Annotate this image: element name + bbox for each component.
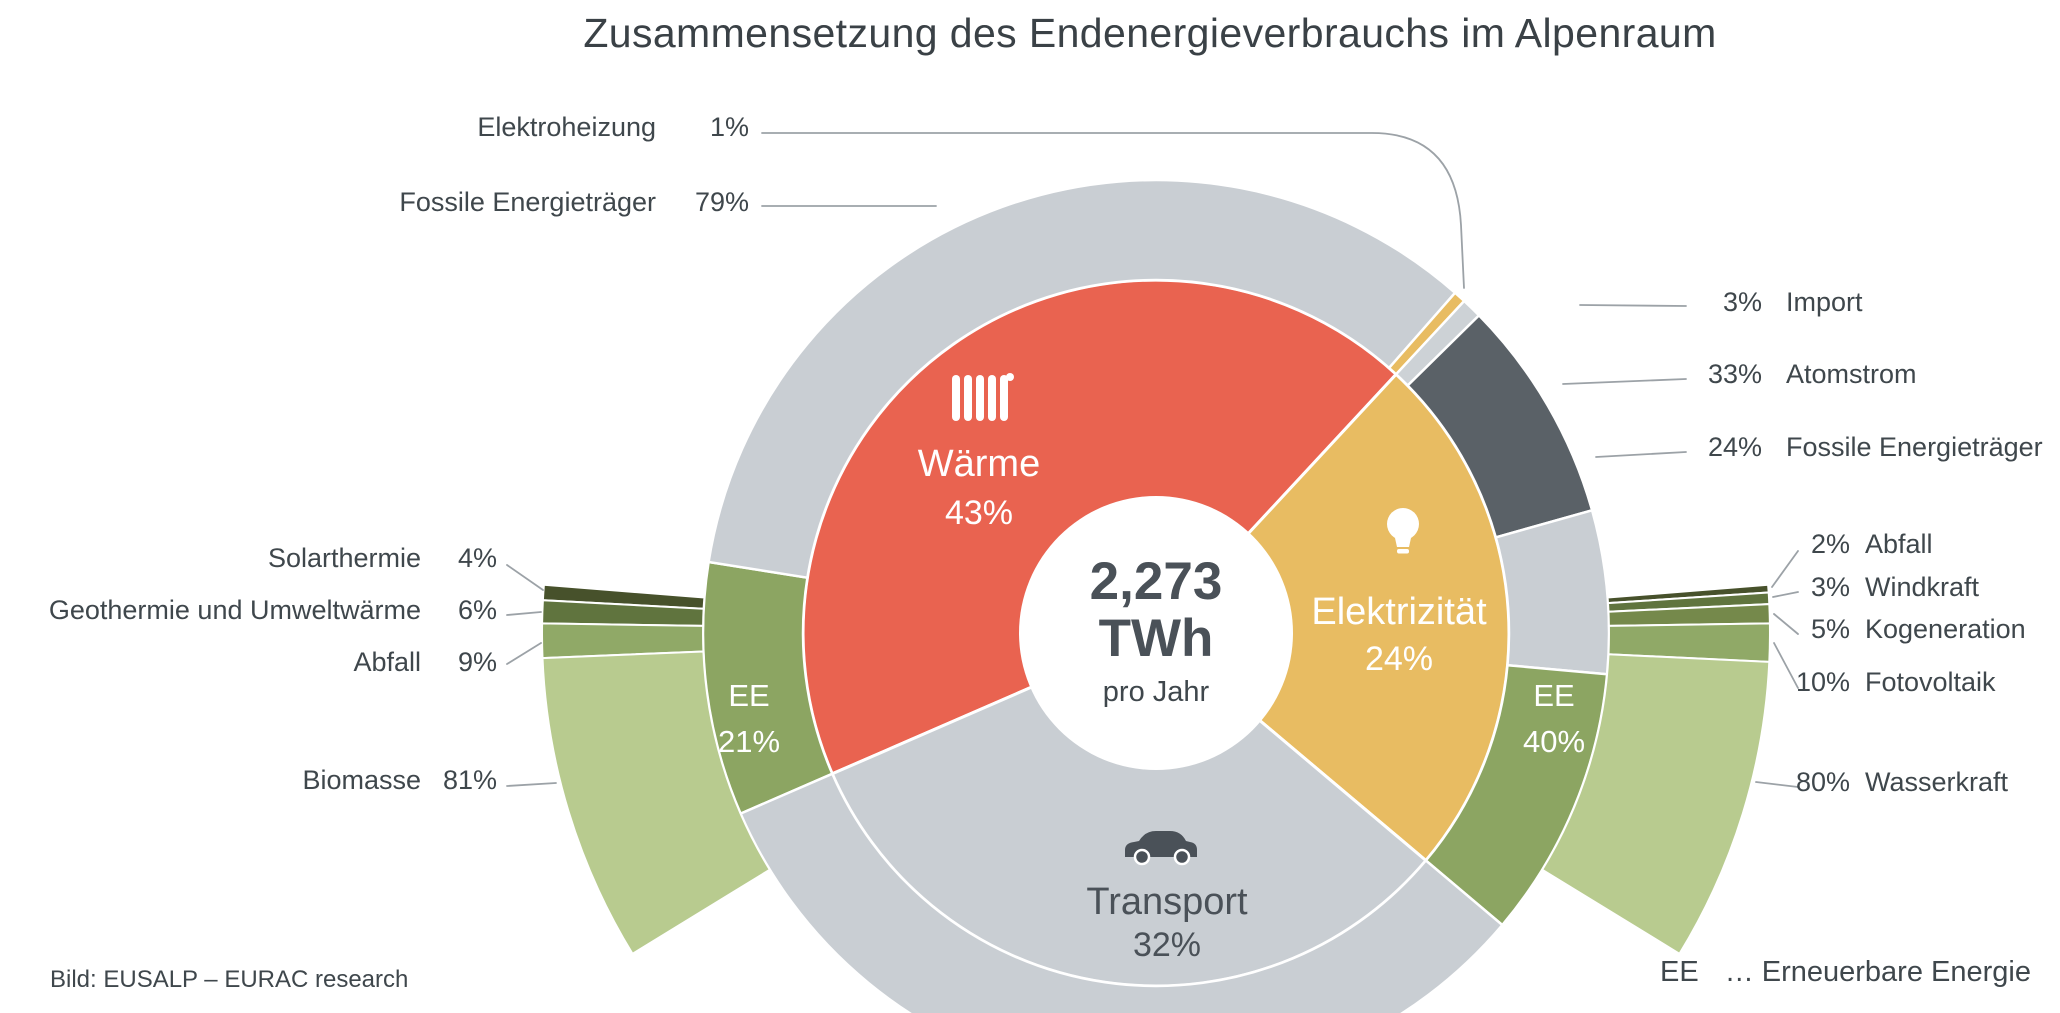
label-wärme-pct: 43% (945, 494, 1013, 532)
callout-pct: 9% (457, 647, 497, 677)
callout-abfall: 2% Abfall (1772, 529, 1933, 560)
callout-elektroheizung: Elektroheizung 1% (477, 112, 749, 143)
total-energy-period: pro Jahr (1102, 676, 1210, 708)
callout-pct: 3% (1810, 572, 1850, 602)
callout-label: Solarthermie (267, 543, 421, 573)
line-abfall-2 (1771, 550, 1799, 588)
callout-pct: 10% (1795, 667, 1850, 697)
total-energy-unit: TWh (1098, 609, 1214, 668)
image-credit: Bild: EUSALP – EURAC research (50, 966, 409, 993)
line-import (1579, 304, 1687, 307)
callout-kogeneration: 5% Kogeneration (1772, 614, 2026, 645)
ee-abbreviation-legend: EE … Erneuerbare Energie (1660, 956, 2031, 989)
callout-pct: 80% (1795, 767, 1850, 797)
line-abfall-9 (506, 642, 542, 665)
callout-label: Import (1786, 287, 1863, 317)
label-elektrizität: Elektrizität (1311, 591, 1487, 633)
callout-label: Abfall (353, 647, 421, 677)
label-transport: Transport (1086, 881, 1248, 923)
bulb-icon (1387, 508, 1419, 554)
callout-pct: 1% (709, 112, 749, 142)
line-biomasse (506, 782, 557, 787)
callout-atomstrom: 33% Atomstrom (1690, 359, 1917, 390)
fan-segment-biomasse (541, 650, 772, 956)
callout-pct: 81% (442, 765, 497, 795)
label-ee-pct: 40% (1523, 724, 1585, 759)
label-wärme: Wärme (918, 443, 1040, 485)
line-windkraft (1772, 591, 1799, 598)
callout-fossile-energieträger: Fossile Energieträger 79% (399, 187, 749, 218)
callout-biomasse: Biomasse 81% (302, 765, 497, 796)
label-ee: EE (1533, 678, 1574, 713)
callout-label: Fotovoltaik (1865, 667, 1996, 697)
line-elektroheizung (761, 132, 1465, 289)
callout-wasserkraft: 80% Wasserkraft (1772, 767, 2008, 798)
line-geothermie (506, 611, 542, 616)
car-icon (1125, 831, 1197, 866)
callout-pct: 2% (1810, 529, 1850, 559)
callout-fossile-energieträger: 24% Fossile Energieträger (1690, 432, 2043, 463)
callout-pct: 6% (457, 595, 497, 625)
callout-label: Fossile Energieträger (399, 187, 656, 217)
callout-pct: 33% (1707, 359, 1762, 389)
radiator-icon (952, 373, 1014, 421)
callout-windkraft: 3% Windkraft (1772, 572, 1979, 603)
line-kogeneration (1773, 613, 1799, 635)
center-total: 2,273 TWh pro Jahr (1006, 553, 1306, 709)
callout-label: Abfall (1865, 529, 1933, 559)
callout-label: Atomstrom (1786, 359, 1917, 389)
legend-text: … Erneuerbare Energie (1724, 956, 2031, 988)
total-energy-value: 2,273 (1089, 552, 1223, 611)
outer-segment-fossile-energieträger (707, 178, 1457, 580)
callout-label: Geothermie und Umweltwärme (48, 595, 421, 625)
callout-label: Fossile Energieträger (1786, 432, 2043, 462)
line-fossile-24 (1595, 451, 1687, 458)
callout-pct: 79% (694, 187, 749, 217)
callout-pct: 3% (1722, 287, 1762, 317)
callout-label: Windkraft (1865, 572, 1980, 602)
callout-pct: 4% (457, 543, 497, 573)
callout-pct: 24% (1707, 432, 1762, 462)
callout-solarthermie: Solarthermie 4% (268, 543, 497, 574)
callout-pct: 5% (1810, 614, 1850, 644)
outer-segment-fossile-energieträger (1494, 508, 1611, 676)
callout-label: Biomasse (302, 765, 421, 795)
callout-abfall: Abfall 9% (353, 647, 497, 678)
label-ee: EE (728, 678, 769, 713)
fan-segment-geothermie-und-umweltwärme (541, 599, 705, 627)
fan-segment-abfall (541, 622, 705, 660)
callout-geothermie-und-umweltwärme: Geothermie und Umweltwärme 6% (49, 595, 497, 626)
callout-import: 3% Import (1690, 287, 1863, 318)
callout-label: Wasserkraft (1865, 767, 2009, 797)
callout-fotovoltaik: 10% Fotovoltaik (1772, 667, 1996, 698)
callout-label: Elektroheizung (477, 112, 656, 142)
line-fotovoltaik (1773, 642, 1799, 689)
chart-title: Zusammensetzung des Endenergieverbrauchs… (583, 10, 1717, 56)
legend-abbr: EE (1660, 956, 1699, 988)
line-atomstrom (1562, 378, 1687, 385)
line-solarthermie (506, 564, 544, 591)
label-elektrizität-pct: 24% (1365, 640, 1433, 678)
center-hole (1019, 496, 1293, 770)
callout-label: Kogeneration (1865, 614, 2026, 644)
label-ee-pct: 21% (718, 724, 780, 759)
label-transport-pct: 32% (1133, 926, 1201, 964)
fan-segment-wasserkraft (1540, 653, 1771, 956)
line-wasserkraft (1755, 781, 1799, 788)
